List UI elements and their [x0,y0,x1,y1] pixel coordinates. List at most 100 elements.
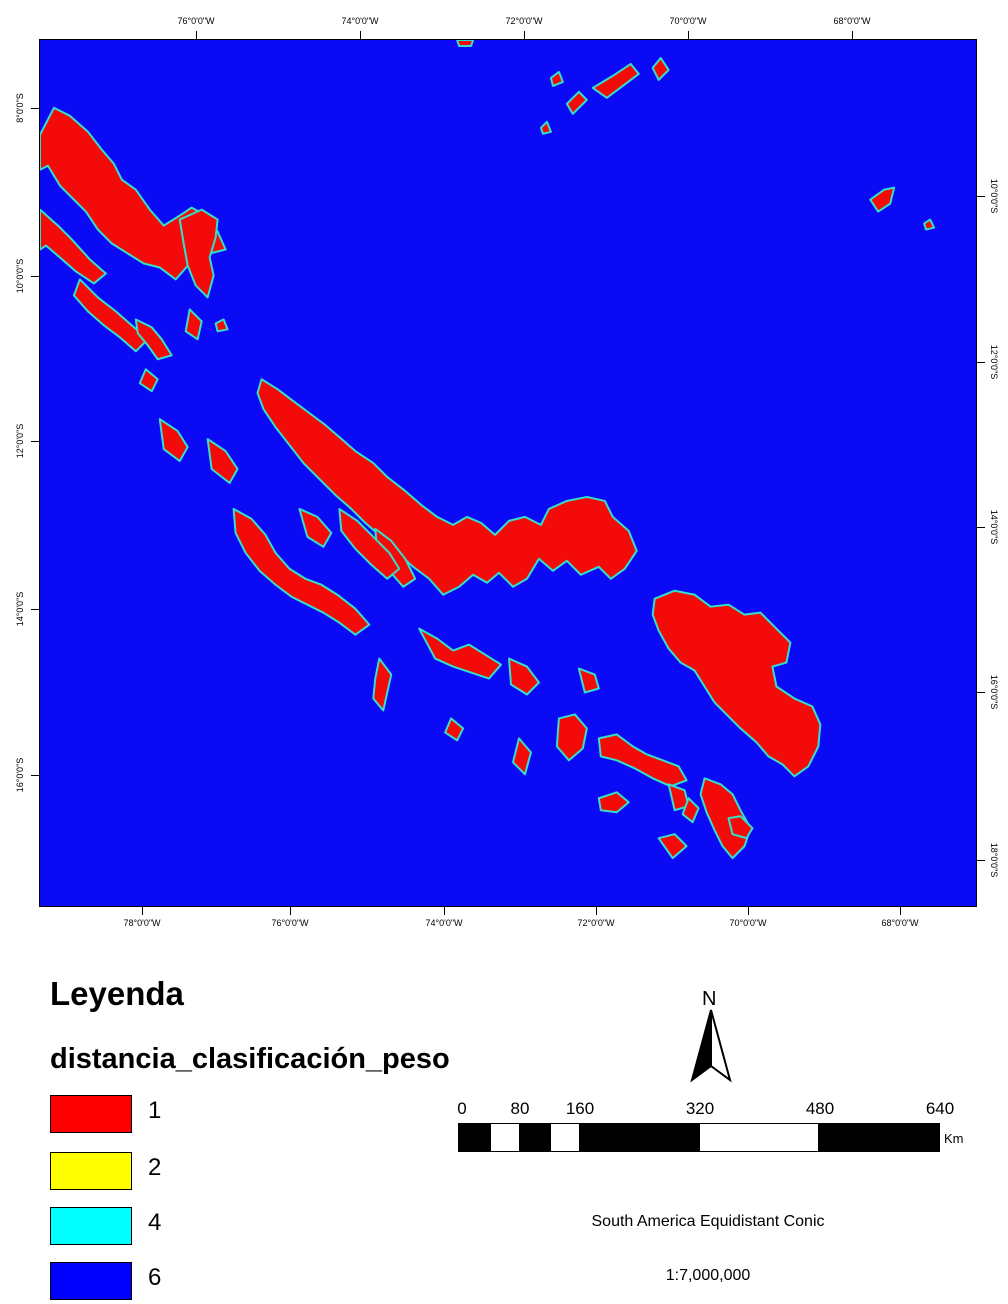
tick-bottom-2 [290,907,291,915]
tick-left-3 [31,441,39,442]
class-1-patches [40,40,936,860]
patch-e-4 [727,815,754,840]
bottom-lon-label: 70°0'0"W [729,918,767,928]
patch-ne-4 [549,70,564,87]
tick-right-2 [977,362,985,363]
top-lon-label: 68°0'0"W [833,16,871,26]
scale-label: 480 [805,1099,835,1118]
patch-e-5 [657,833,688,860]
scale-ratio: 1:7,000,000 [665,1267,751,1284]
patch-cl-3 [418,627,503,680]
patch-nw-4 [72,278,149,353]
patch-cl-2 [338,507,401,580]
scale-unit: Km [944,1131,964,1146]
patch-ne-9 [214,318,229,333]
patch-cl-11 [444,717,465,742]
patch-cl-9 [597,791,630,814]
patch-nw-7 [138,368,159,393]
legend-field-name: distancia_clasificación_peso [50,1043,450,1075]
patch-c-5 [206,438,239,484]
patch-c-1 [256,378,638,596]
bottom-lon-label: 76°0'0"W [271,918,309,928]
patch-cl-4 [508,657,540,696]
patch-c-4 [158,418,189,463]
scale-segment [700,1124,818,1151]
legend-item-label: 4 [148,1209,162,1236]
patch-nw-1 [40,106,227,281]
tick-bottom-6 [900,907,901,915]
patch-nw-2 [178,208,219,299]
right-lat-label: 10°0'0"S [989,178,999,214]
tick-bottom-4 [596,907,597,915]
patch-cl-12 [577,667,600,694]
north-arrow-icon [690,1009,732,1083]
right-lat-label: 16°0'0"S [989,674,999,710]
tick-bottom-5 [748,907,749,915]
legend-item-label: 1 [148,1097,162,1124]
patch-cl-8 [511,737,532,776]
patch-ne-6 [923,218,936,231]
patch-nw-6 [184,308,203,341]
scale-segment [519,1124,551,1151]
bottom-lon-label: 74°0'0"W [425,918,463,928]
legend-item-label: 6 [148,1264,162,1291]
patch-e-3 [681,797,700,824]
left-lat-label: 14°0'0"S [15,591,25,627]
class-6-background [40,40,976,906]
patch-cl-1 [232,507,371,636]
top-lon-label: 70°0'0"W [669,16,707,26]
map-frame[interactable] [39,39,977,907]
legend-swatch-yellow [50,1152,132,1190]
tick-top-3 [524,31,525,39]
left-lat-label: 16°0'0"S [15,757,25,793]
patch-ne-3 [651,56,670,81]
legend-item: 2 [50,1152,250,1192]
legend-item: 6 [50,1262,250,1302]
bottom-lon-label: 68°0'0"W [881,918,919,928]
patch-ne-2 [565,90,588,115]
tick-left-2 [31,276,39,277]
top-lon-label: 72°0'0"W [505,16,543,26]
tick-left-5 [31,775,39,776]
tick-top-5 [852,31,853,39]
scale-segment [459,1124,491,1151]
patch-ne-7 [456,40,475,47]
right-lat-label: 18°0'0"S [989,842,999,878]
scale-label: 320 [685,1099,715,1118]
raster-map[interactable] [40,40,976,906]
scale-bar [458,1123,940,1152]
left-lat-label: 8°0'0"S [15,93,25,123]
patch-cl-6 [555,713,588,762]
tick-top-1 [196,31,197,39]
legend-item-label: 2 [148,1154,162,1181]
scale-segment [491,1124,519,1151]
patch-c-3 [298,507,333,548]
scale-label: 160 [565,1099,595,1118]
legend-item: 1 [50,1095,250,1135]
patch-nw-5 [134,318,173,361]
patch-ne-5 [869,186,896,213]
tick-top-2 [360,31,361,39]
scale-label: 0 [457,1099,467,1118]
bottom-lon-label: 72°0'0"W [577,918,615,928]
tick-left-1 [31,108,39,109]
scale-segment [579,1124,700,1151]
tick-right-3 [977,527,985,528]
left-lat-label: 10°0'0"S [15,258,25,294]
patch-e-2 [699,777,752,860]
patch-e-1 [651,589,822,778]
legend-swatch-red [50,1095,132,1133]
projection-label: South America Equidistant Conic [591,1213,825,1230]
scale-label: 80 [510,1099,530,1118]
patch-cl-7 [597,733,688,788]
left-lat-label: 12°0'0"S [15,423,25,459]
tick-left-4 [31,609,39,610]
tick-bottom-3 [444,907,445,915]
patch-nw-3 [40,208,107,285]
scale-label: 640 [925,1099,955,1118]
tick-top-4 [688,31,689,39]
scale-segment [818,1124,939,1151]
legend-swatch-cyan [50,1207,132,1245]
top-lon-label: 76°0'0"W [177,16,215,26]
patch-cl-5 [372,657,393,712]
